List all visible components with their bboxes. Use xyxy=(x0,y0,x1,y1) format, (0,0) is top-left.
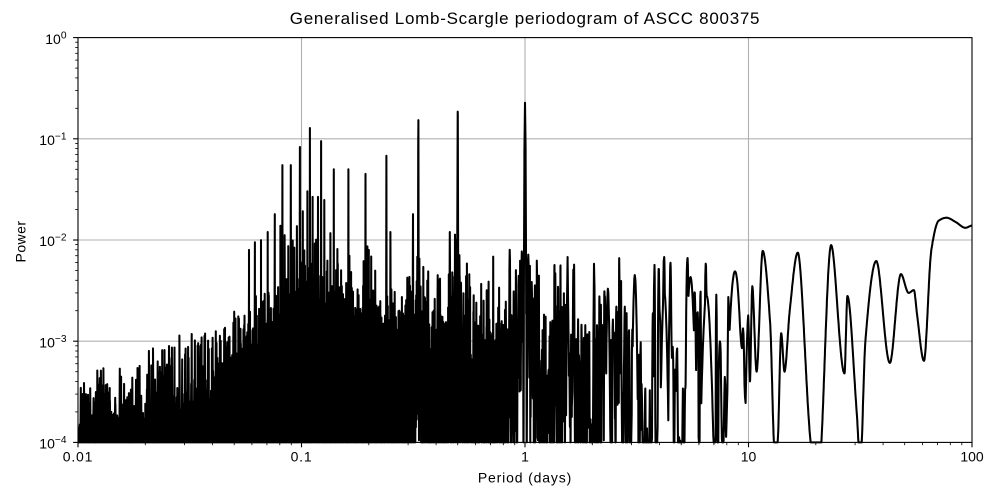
svg-text:100: 100 xyxy=(45,30,67,47)
svg-text:0.01: 0.01 xyxy=(63,449,93,465)
svg-text:1: 1 xyxy=(521,449,529,465)
svg-text:Period (days): Period (days) xyxy=(478,470,572,486)
svg-text:10−2: 10−2 xyxy=(39,233,67,250)
svg-text:10−4: 10−4 xyxy=(39,435,67,452)
svg-text:100: 100 xyxy=(960,449,984,465)
svg-text:Generalised Lomb-Scargle perio: Generalised Lomb-Scargle periodogram of … xyxy=(290,9,760,28)
svg-text:10−3: 10−3 xyxy=(39,334,67,351)
svg-text:10−1: 10−1 xyxy=(39,132,67,149)
svg-text:10: 10 xyxy=(741,449,757,465)
svg-text:0.1: 0.1 xyxy=(291,449,313,465)
svg-text:Power: Power xyxy=(13,221,29,263)
